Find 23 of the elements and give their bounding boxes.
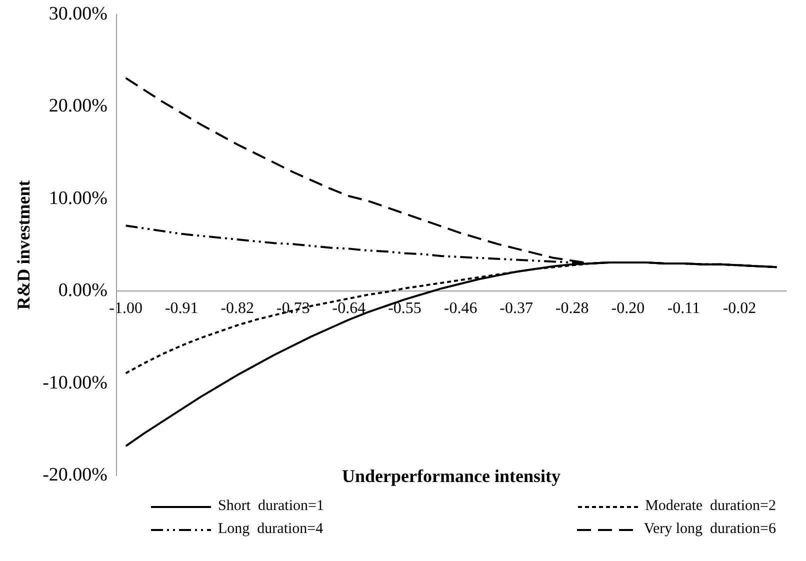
y-tick-label: 20.00% [48,96,108,117]
legend-label: Short duration=1 [218,498,324,515]
x-tick-label: -0.37 [500,300,534,317]
x-tick-label: -0.55 [388,300,422,317]
y-tick-label: 30.00% [48,3,108,24]
legend-label: Moderate duration=2 [645,498,776,515]
x-tick-label: -0.46 [444,300,478,317]
x-tick-label: -0.28 [555,300,589,317]
legend-label: Long duration=4 [218,521,324,538]
legend-label: Very long duration=6 [644,521,776,538]
x-tick-label: -1.00 [109,300,142,317]
x-tick-label: -0.11 [667,300,700,317]
x-axis-title: Underperformance intensity [342,466,560,486]
x-tick-label: -0.91 [164,300,198,317]
y-tick-label: -20.00% [42,464,108,486]
y-tick-label: 0.00% [58,280,108,302]
x-tick-label: -0.02 [722,300,756,317]
x-tick-label: -0.82 [220,300,254,317]
y-tick-label: -10.00% [42,372,108,394]
x-tick-label: -0.64 [332,300,366,317]
y-tick-label: 10.00% [48,188,108,209]
x-tick-label: -0.20 [611,300,645,317]
y-axis-title: R&D investment [13,180,34,310]
